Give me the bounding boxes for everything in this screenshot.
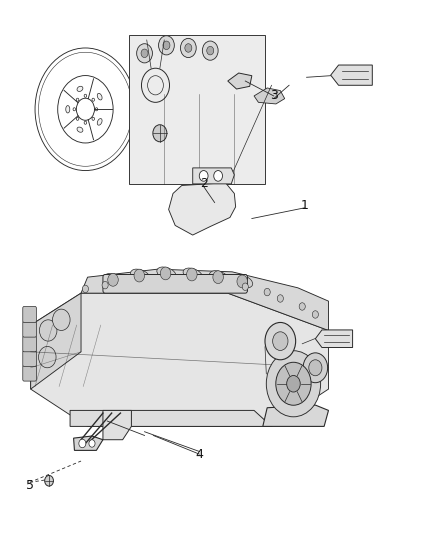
Ellipse shape [77,127,83,132]
FancyBboxPatch shape [23,365,36,381]
Polygon shape [331,65,372,85]
FancyBboxPatch shape [23,336,36,352]
Circle shape [76,98,79,101]
Circle shape [84,121,87,124]
Ellipse shape [104,273,124,286]
Ellipse shape [97,93,102,100]
Circle shape [73,108,76,111]
FancyBboxPatch shape [103,274,247,293]
Circle shape [185,44,192,52]
Ellipse shape [183,268,202,281]
Ellipse shape [97,118,102,125]
Text: 5: 5 [26,479,34,491]
Polygon shape [31,293,328,426]
Circle shape [102,281,108,289]
Polygon shape [263,405,328,426]
Polygon shape [193,168,234,184]
Circle shape [207,46,214,55]
Ellipse shape [209,271,229,284]
Polygon shape [254,88,285,104]
Text: 2: 2 [200,177,208,190]
Circle shape [180,38,196,58]
Circle shape [266,351,321,417]
FancyBboxPatch shape [129,35,265,184]
Circle shape [264,288,270,296]
Circle shape [95,108,98,111]
Polygon shape [81,269,328,330]
Text: 1: 1 [300,199,308,212]
Circle shape [163,41,170,50]
Ellipse shape [233,275,253,288]
Circle shape [141,49,148,58]
Circle shape [79,439,86,448]
Circle shape [160,267,171,280]
Circle shape [89,440,95,447]
Polygon shape [169,183,236,235]
Circle shape [153,125,167,142]
Polygon shape [315,330,353,348]
Circle shape [299,303,305,310]
Circle shape [159,36,174,55]
Circle shape [45,475,53,486]
Circle shape [303,353,328,383]
Circle shape [309,360,322,376]
Circle shape [84,94,87,98]
Circle shape [242,283,248,290]
Circle shape [214,171,223,181]
Circle shape [276,362,311,405]
FancyBboxPatch shape [23,351,36,367]
Circle shape [265,322,296,360]
Ellipse shape [66,106,70,113]
Polygon shape [74,436,103,450]
Circle shape [187,268,197,281]
Circle shape [53,309,70,330]
Polygon shape [228,73,252,89]
Circle shape [213,271,223,284]
Polygon shape [31,293,81,389]
Circle shape [202,41,218,60]
Circle shape [199,171,208,181]
Circle shape [82,285,88,293]
Ellipse shape [77,86,83,92]
Circle shape [92,98,95,101]
Ellipse shape [157,267,176,280]
FancyBboxPatch shape [23,321,36,337]
Circle shape [287,375,300,392]
Circle shape [137,44,152,63]
Circle shape [39,346,56,368]
Polygon shape [70,410,272,426]
Circle shape [237,275,247,288]
Circle shape [108,273,118,286]
Circle shape [277,295,283,302]
FancyBboxPatch shape [23,306,36,322]
Polygon shape [103,410,131,440]
Circle shape [76,117,79,120]
Circle shape [312,311,318,318]
Circle shape [39,320,57,341]
Circle shape [272,332,288,351]
Text: 3: 3 [270,90,278,102]
Text: 4: 4 [195,448,203,461]
Ellipse shape [131,269,150,282]
Circle shape [92,117,95,120]
Circle shape [134,269,145,282]
